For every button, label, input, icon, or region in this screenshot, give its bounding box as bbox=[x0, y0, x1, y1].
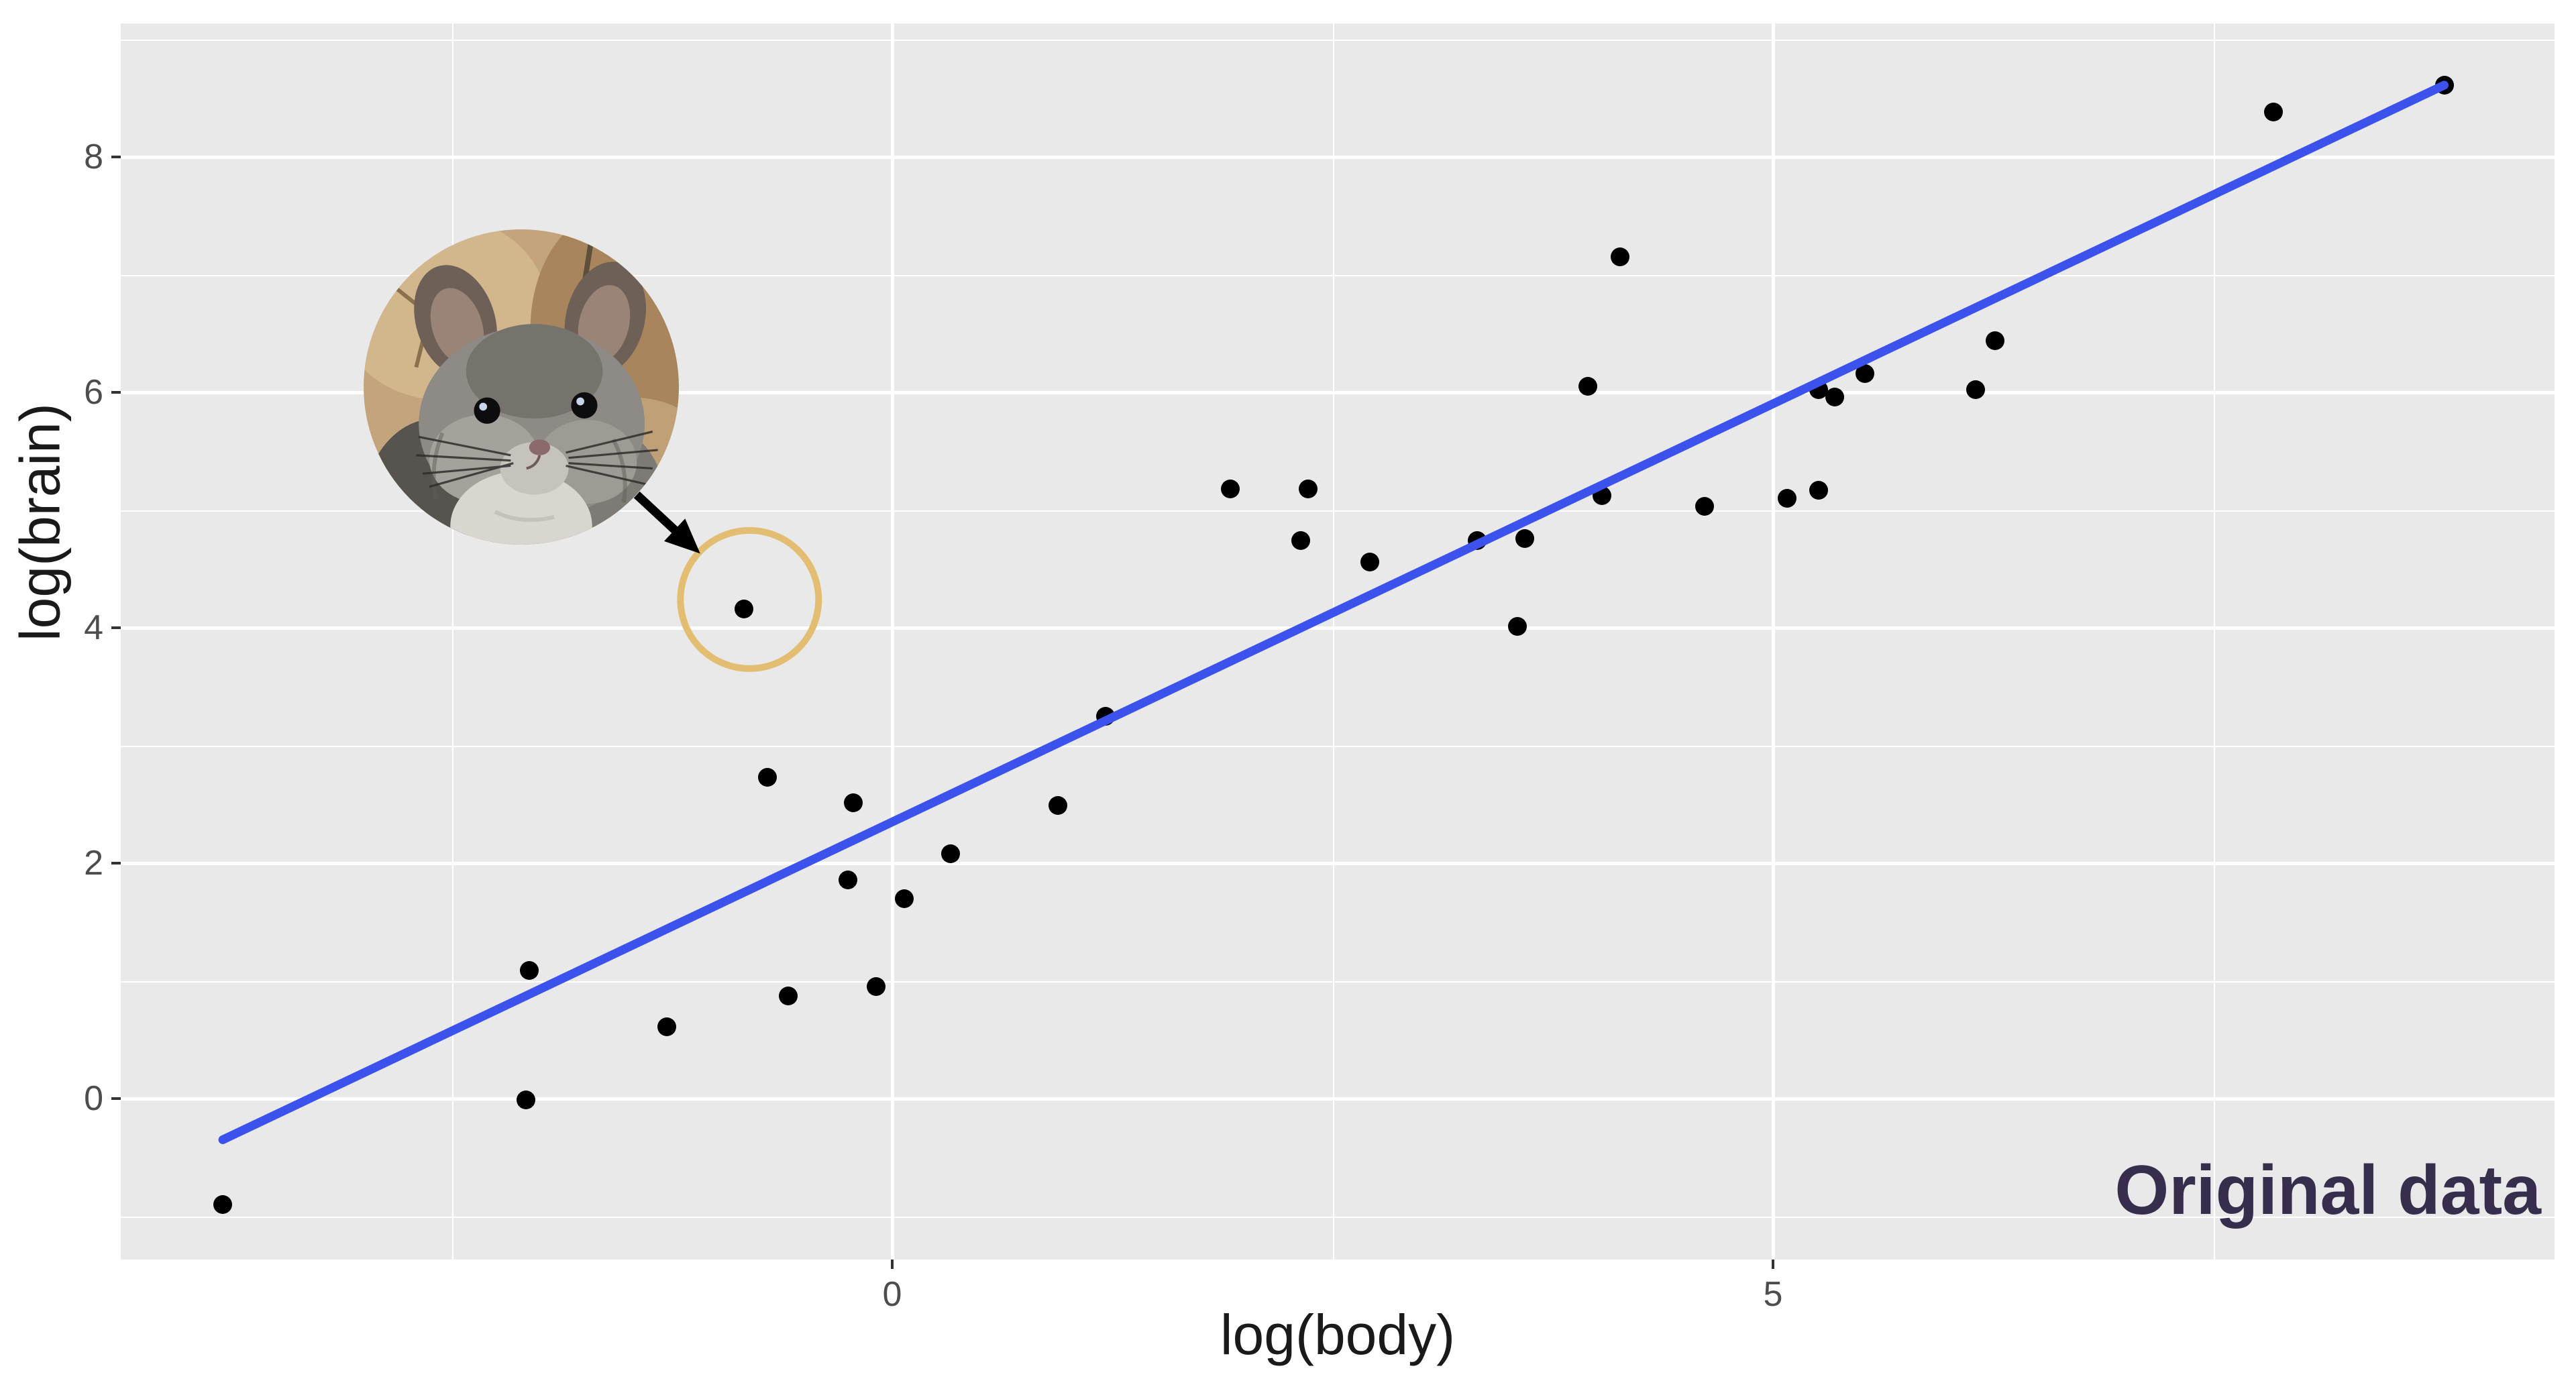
y-axis-title: log(brain) bbox=[8, 403, 72, 641]
gridline-y-minor bbox=[121, 39, 2555, 41]
data-point bbox=[839, 870, 858, 889]
gridline-y-major bbox=[121, 390, 2555, 394]
data-point bbox=[2434, 75, 2454, 95]
gridline-x-minor bbox=[1332, 23, 1334, 1260]
data-point bbox=[1966, 380, 1985, 400]
data-point bbox=[1467, 531, 1487, 551]
y-tick-label-4: 4 bbox=[84, 608, 103, 647]
data-point bbox=[735, 599, 754, 618]
y-tick-label-6: 6 bbox=[84, 373, 103, 412]
data-point bbox=[520, 960, 539, 980]
gridline-y-minor bbox=[121, 1216, 2555, 1218]
data-point bbox=[1508, 617, 1527, 636]
data-point bbox=[1095, 706, 1115, 726]
data-point bbox=[1360, 552, 1379, 571]
data-point bbox=[657, 1017, 676, 1036]
data-point bbox=[1298, 479, 1318, 498]
y-axis-tick bbox=[111, 156, 121, 158]
x-axis-title: log(body) bbox=[1220, 1303, 1456, 1366]
data-point bbox=[516, 1090, 535, 1109]
gridline-y-major bbox=[121, 155, 2555, 159]
data-point bbox=[941, 844, 960, 863]
y-axis-tick bbox=[111, 626, 121, 629]
data-point bbox=[1809, 480, 1829, 500]
plot-panel bbox=[121, 23, 2555, 1260]
data-point bbox=[1291, 531, 1311, 551]
data-point bbox=[779, 987, 798, 1006]
data-point bbox=[1985, 331, 2004, 350]
data-point bbox=[1048, 796, 1067, 815]
data-point bbox=[1221, 479, 1240, 498]
data-point bbox=[1593, 486, 1612, 506]
data-point bbox=[1778, 488, 1796, 508]
data-point bbox=[867, 977, 886, 997]
data-point bbox=[1515, 528, 1534, 548]
data-point bbox=[844, 793, 863, 813]
gridline-y-minor bbox=[121, 745, 2555, 747]
gridline-y-minor bbox=[121, 981, 2555, 983]
gridline-y-major bbox=[121, 861, 2555, 865]
annotation-original-data: Original data bbox=[2114, 1152, 2541, 1229]
gridline-x-major bbox=[890, 23, 894, 1260]
gridline-x-minor bbox=[2213, 23, 2215, 1260]
y-axis-tick bbox=[111, 1097, 121, 1100]
data-point bbox=[1825, 388, 1844, 407]
x-tick-label-5: 5 bbox=[1763, 1275, 1783, 1314]
x-axis-tick bbox=[1772, 1260, 1774, 1269]
gridline-x-major bbox=[1771, 23, 1775, 1260]
y-axis-tick bbox=[111, 391, 121, 394]
data-point bbox=[1610, 247, 1629, 267]
x-axis-tick bbox=[891, 1260, 894, 1269]
data-point bbox=[1855, 364, 1874, 383]
y-axis-tick bbox=[111, 862, 121, 864]
x-tick-label-0: 0 bbox=[882, 1275, 902, 1314]
gridline-y-major bbox=[121, 1097, 2555, 1101]
gridline-y-minor bbox=[121, 510, 2555, 512]
data-point bbox=[757, 767, 777, 787]
gridline-x-minor bbox=[451, 23, 453, 1260]
y-tick-label-8: 8 bbox=[84, 137, 103, 176]
y-tick-label-2: 2 bbox=[84, 844, 103, 883]
gridline-y-minor bbox=[121, 274, 2555, 276]
data-point bbox=[2263, 103, 2283, 122]
gridline-y-major bbox=[121, 626, 2555, 630]
y-tick-label-0: 0 bbox=[84, 1079, 103, 1118]
data-point bbox=[895, 889, 914, 908]
data-point bbox=[213, 1194, 233, 1214]
data-point bbox=[1695, 497, 1714, 516]
